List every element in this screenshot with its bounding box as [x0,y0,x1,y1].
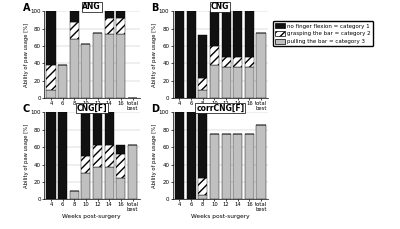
Bar [116,18,126,34]
Bar [70,39,79,98]
Bar [81,44,90,98]
Title: ANG: ANG [82,2,101,11]
Bar [233,57,242,67]
Bar [93,112,102,145]
Bar [58,112,67,199]
Y-axis label: Ability of paw usage [%]: Ability of paw usage [%] [152,23,158,87]
Bar [245,11,254,57]
X-axis label: Weeks post-surgery: Weeks post-surgery [62,113,121,118]
Y-axis label: Ability of paw usage [%]: Ability of paw usage [%] [24,23,29,87]
Bar [210,65,219,98]
Bar [245,134,254,199]
Bar [46,112,56,199]
Legend: no finger flexion = category 1, grasping the bar = category 2, pulling the bar =: no finger flexion = category 1, grasping… [273,21,373,46]
Bar [116,11,126,18]
Bar [46,11,56,65]
Bar [198,112,207,177]
Bar [233,67,242,98]
Bar [186,11,196,98]
Bar [186,112,196,199]
Bar [222,134,231,199]
Title: CNG[F]: CNG[F] [76,104,107,112]
Bar [93,167,102,199]
Bar [198,195,207,199]
Bar [233,134,242,199]
Y-axis label: Ability of paw usage [%]: Ability of paw usage [%] [24,124,29,188]
Bar [81,112,90,156]
Bar [105,167,114,199]
Bar [198,35,207,78]
Text: A: A [23,3,30,13]
Bar [105,145,114,167]
Text: C: C [23,104,30,114]
Bar [222,67,231,98]
Bar [93,33,102,98]
Bar [105,34,114,98]
Bar [198,177,207,195]
Bar [116,145,126,154]
Bar [222,11,231,57]
Title: corrCNG[F]: corrCNG[F] [196,104,244,112]
Bar [70,191,79,199]
X-axis label: Weeks post-surgery: Weeks post-surgery [62,214,121,219]
Bar [105,11,114,18]
Bar [245,57,254,67]
Bar [58,65,67,98]
Bar [81,173,90,199]
Bar [116,34,126,98]
Title: CNG: CNG [211,2,230,11]
Text: D: D [152,104,160,114]
Bar [245,67,254,98]
Bar [233,11,242,57]
Bar [210,11,219,46]
Bar [93,145,102,167]
Bar [210,134,219,199]
Bar [222,57,231,67]
Bar [70,11,79,22]
Bar [105,18,114,34]
Bar [116,177,126,199]
Bar [256,33,266,98]
Bar [46,90,56,98]
Bar [198,78,207,90]
Bar [128,145,137,199]
Bar [198,90,207,98]
Bar [175,11,184,98]
Y-axis label: Ability of paw usage [%]: Ability of paw usage [%] [152,124,158,188]
Bar [175,112,184,199]
Bar [81,156,90,173]
Bar [116,154,126,177]
X-axis label: Weeks post-surgery: Weeks post-surgery [191,214,250,219]
Bar [256,125,266,199]
Bar [105,112,114,145]
Bar [210,46,219,65]
Bar [70,22,79,39]
Text: B: B [152,3,159,13]
X-axis label: Weeks post-surgery: Weeks post-surgery [191,113,250,118]
Bar [46,65,56,90]
